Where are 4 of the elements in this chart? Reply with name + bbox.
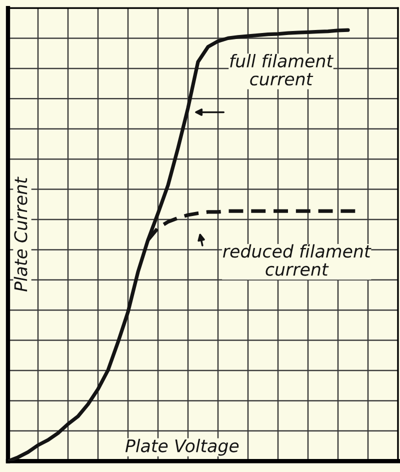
annotation: full filament current xyxy=(230,54,334,86)
annotation: reduced filament current xyxy=(223,244,372,276)
y-axis-title: Plate Current xyxy=(14,176,28,292)
x-axis-title: Plate Voltage xyxy=(125,438,239,456)
